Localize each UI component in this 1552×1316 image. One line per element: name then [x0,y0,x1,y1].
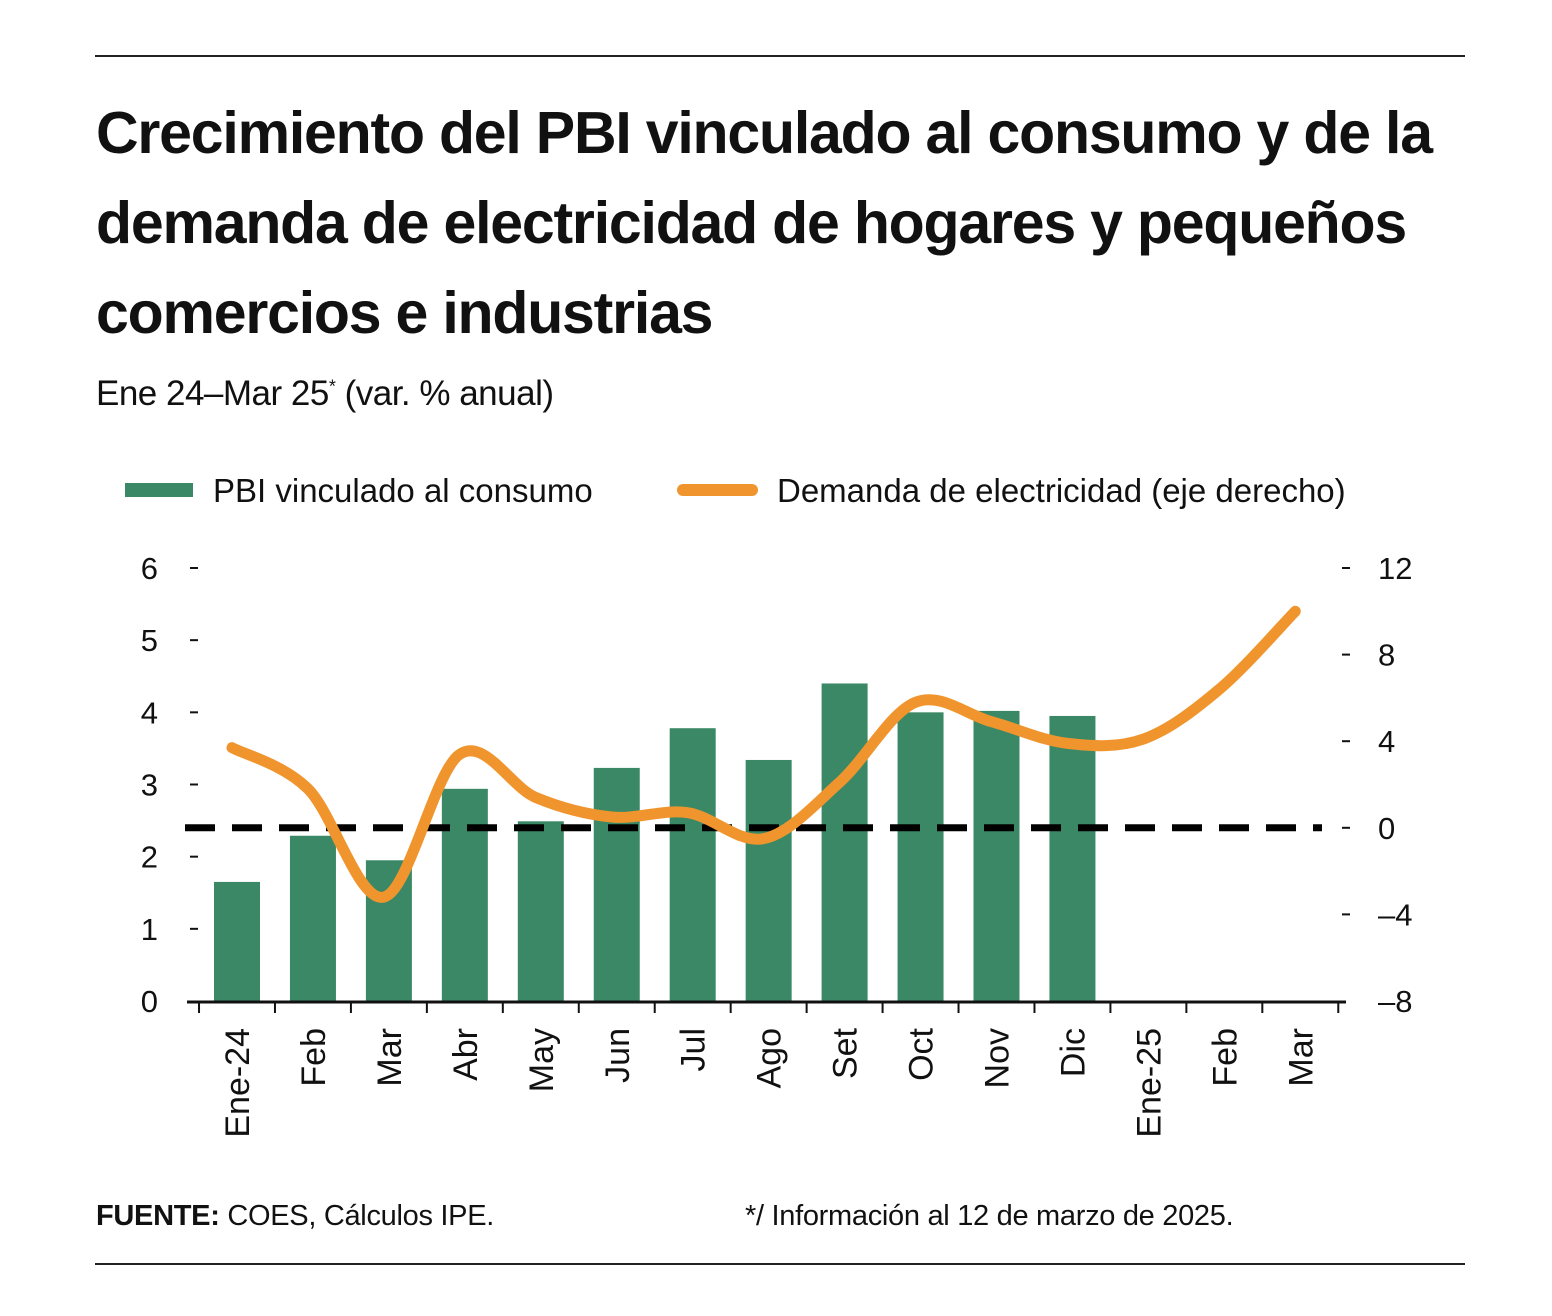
source: FUENTE: COES, Cálculos IPE. [96,1200,494,1233]
legend: PBI vinculado al consumo Demanda de elec… [125,472,1346,509]
right-tick-label: 4 [1378,724,1395,759]
x-tick-label: Mar [1282,1028,1320,1087]
left-tick-label: 1 [141,912,158,947]
source-text: COES, Cálculos IPE. [227,1200,494,1232]
left-tick-label: 0 [141,984,158,1019]
bar [1049,715,1096,1001]
legend-bar-swatch [125,483,193,497]
right-tick-label: 8 [1378,638,1395,673]
left-tick-label: 3 [141,768,158,803]
right-tick-label: –4 [1378,897,1412,932]
left-tick-label: 2 [141,840,158,875]
bar [517,821,564,1001]
bar [365,860,412,1001]
legend-bar-label: PBI vinculado al consumo [213,472,593,509]
left-tick-label: 5 [141,623,158,658]
electricity-demand-line [226,605,1301,903]
x-tick-label: May [523,1028,561,1092]
bar [973,710,1020,1001]
x-tick-label: Nov [979,1028,1017,1088]
source-label: FUENTE: [96,1200,220,1232]
x-tick-label: Ene-24 [219,1028,257,1138]
left-tick-label: 6 [141,551,158,586]
x-tick-label: Jun [599,1028,637,1083]
subtitle-mark: * [328,376,336,397]
bar [669,728,716,1001]
bar [289,835,336,1001]
bar [214,881,260,1001]
right-tick-label: 0 [1378,811,1395,846]
bar [593,767,640,1001]
x-tick-label: Feb [295,1028,333,1087]
chart-subtitle: Ene 24–Mar 25* (var. % anual) [96,374,554,414]
bar [821,683,868,1001]
x-tick-label: Ago [751,1028,789,1089]
x-tick-label: Set [827,1027,865,1079]
subtitle-unit: (var. % anual) [344,374,554,413]
subtitle-period: Ene 24–Mar 25 [96,374,329,413]
x-tick-label: Oct [903,1027,941,1080]
bar [441,788,488,1001]
x-tick-label: Feb [1206,1028,1244,1087]
x-tick-label: Ene-25 [1130,1028,1168,1138]
chart-title: Crecimiento del PBI vinculado al consumo… [96,100,1433,346]
x-tick-label: Jul [675,1028,713,1071]
x-tick-label: Mar [371,1028,409,1087]
bar [897,712,944,1001]
top-rule [95,55,1465,57]
bottom-rule [95,1263,1465,1265]
x-tick-label: Dic [1054,1028,1092,1077]
legend-line-label: Demanda de electricidad (eje derecho) [777,472,1346,509]
right-tick-label: 12 [1378,551,1412,586]
right-tick-label: –8 [1378,984,1412,1019]
x-tick-label: Abr [447,1028,485,1081]
left-tick-label: 4 [141,695,158,730]
bar [745,759,792,1001]
footnote: */ Información al 12 de marzo de 2025. [745,1200,1234,1232]
